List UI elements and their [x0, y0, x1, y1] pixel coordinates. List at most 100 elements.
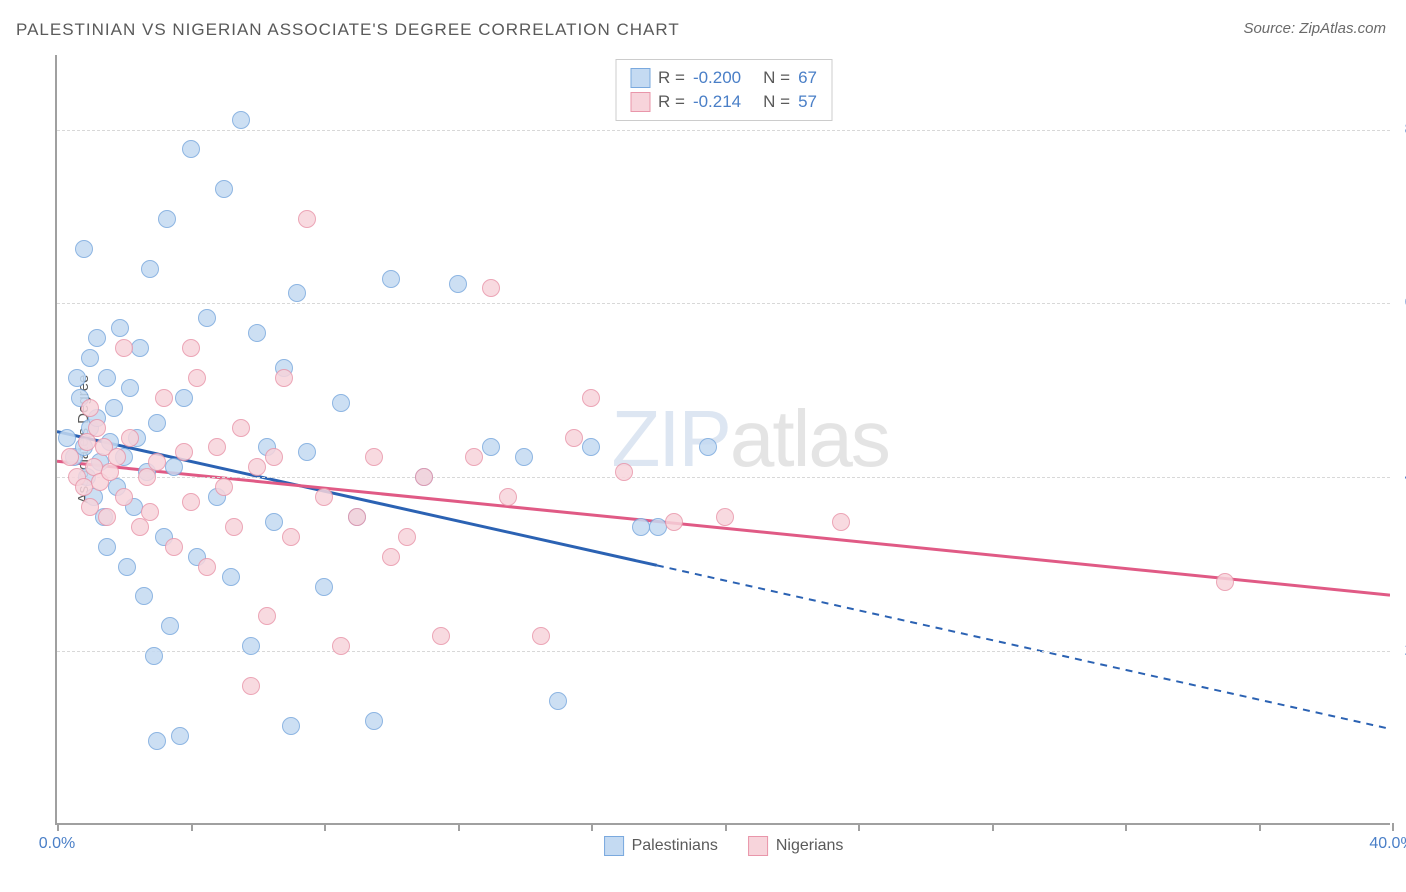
x-tick — [725, 823, 727, 831]
watermark: ZIPatlas — [611, 393, 888, 485]
data-point — [348, 508, 366, 526]
data-point — [265, 448, 283, 466]
x-tick — [191, 823, 193, 831]
data-point — [215, 180, 233, 198]
data-point — [188, 369, 206, 387]
data-point — [465, 448, 483, 466]
data-point — [365, 448, 383, 466]
data-point — [665, 513, 683, 531]
x-tick — [57, 823, 59, 831]
data-point — [148, 414, 166, 432]
data-point — [482, 279, 500, 297]
data-point — [141, 503, 159, 521]
data-point — [108, 448, 126, 466]
data-point — [232, 111, 250, 129]
data-point — [182, 140, 200, 158]
x-tick — [858, 823, 860, 831]
data-point — [111, 319, 129, 337]
data-point — [118, 558, 136, 576]
x-tick — [1392, 823, 1394, 831]
data-point — [258, 607, 276, 625]
data-point — [58, 429, 76, 447]
legend-row: R = -0.214N = 57 — [630, 90, 817, 114]
plot-area: Associate's Degree ZIPatlas R = -0.200N … — [55, 55, 1390, 825]
correlation-legend: R = -0.200N = 67R = -0.214N = 57 — [615, 59, 832, 121]
data-point — [75, 478, 93, 496]
data-point — [332, 394, 350, 412]
data-point — [315, 578, 333, 596]
data-point — [198, 309, 216, 327]
data-point — [382, 270, 400, 288]
data-point — [161, 617, 179, 635]
data-point — [632, 518, 650, 536]
gridline — [57, 477, 1390, 478]
data-point — [98, 508, 116, 526]
data-point — [148, 453, 166, 471]
x-tick — [1259, 823, 1261, 831]
data-point — [98, 369, 116, 387]
data-point — [215, 478, 233, 496]
data-point — [232, 419, 250, 437]
gridline — [57, 130, 1390, 131]
data-point — [248, 458, 266, 476]
data-point — [615, 463, 633, 481]
y-tick-label: 27.5% — [1395, 642, 1406, 660]
data-point — [225, 518, 243, 536]
x-tick-label: 0.0% — [39, 835, 75, 853]
regression-lines — [57, 55, 1390, 823]
data-point — [88, 419, 106, 437]
source-attribution: Source: ZipAtlas.com — [1243, 20, 1386, 37]
data-point — [582, 438, 600, 456]
data-point — [81, 399, 99, 417]
data-point — [275, 369, 293, 387]
data-point — [165, 538, 183, 556]
data-point — [832, 513, 850, 531]
data-point — [158, 210, 176, 228]
legend-item: Nigerians — [748, 836, 844, 856]
data-point — [532, 627, 550, 645]
data-point — [499, 488, 517, 506]
data-point — [145, 647, 163, 665]
data-point — [121, 379, 139, 397]
data-point — [332, 637, 350, 655]
data-point — [141, 260, 159, 278]
data-point — [515, 448, 533, 466]
legend-row: R = -0.200N = 67 — [630, 66, 817, 90]
data-point — [182, 493, 200, 511]
y-tick-label: 62.5% — [1395, 294, 1406, 312]
data-point — [549, 692, 567, 710]
data-point — [288, 284, 306, 302]
data-point — [171, 727, 189, 745]
data-point — [81, 349, 99, 367]
gridline — [57, 303, 1390, 304]
data-point — [182, 339, 200, 357]
data-point — [382, 548, 400, 566]
data-point — [148, 732, 166, 750]
x-tick — [1125, 823, 1127, 831]
data-point — [68, 369, 86, 387]
data-point — [449, 275, 467, 293]
data-point — [138, 468, 156, 486]
data-point — [115, 339, 133, 357]
data-point — [565, 429, 583, 447]
data-point — [298, 443, 316, 461]
data-point — [649, 518, 667, 536]
data-point — [432, 627, 450, 645]
x-tick — [992, 823, 994, 831]
data-point — [242, 677, 260, 695]
data-point — [248, 324, 266, 342]
data-point — [175, 443, 193, 461]
data-point — [81, 498, 99, 516]
data-point — [716, 508, 734, 526]
data-point — [298, 210, 316, 228]
watermark-atlas: atlas — [730, 394, 889, 483]
data-point — [242, 637, 260, 655]
x-tick-label: 40.0% — [1369, 835, 1406, 853]
y-tick-label: 45.0% — [1395, 468, 1406, 486]
data-point — [415, 468, 433, 486]
x-tick — [591, 823, 593, 831]
data-point — [155, 389, 173, 407]
data-point — [1216, 573, 1234, 591]
x-tick — [458, 823, 460, 831]
chart-title: PALESTINIAN VS NIGERIAN ASSOCIATE'S DEGR… — [16, 20, 680, 40]
